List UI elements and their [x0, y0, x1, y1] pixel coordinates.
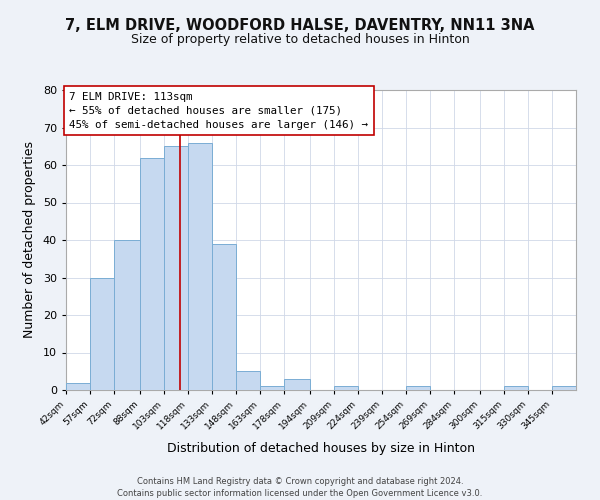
- Bar: [284, 379, 310, 390]
- Bar: [260, 386, 284, 390]
- Bar: [212, 244, 236, 390]
- Text: Contains public sector information licensed under the Open Government Licence v3: Contains public sector information licen…: [118, 489, 482, 498]
- Bar: [504, 386, 528, 390]
- Text: 7, ELM DRIVE, WOODFORD HALSE, DAVENTRY, NN11 3NA: 7, ELM DRIVE, WOODFORD HALSE, DAVENTRY, …: [65, 18, 535, 32]
- Text: Contains HM Land Registry data © Crown copyright and database right 2024.: Contains HM Land Registry data © Crown c…: [137, 478, 463, 486]
- Bar: [114, 240, 140, 390]
- Y-axis label: Number of detached properties: Number of detached properties: [23, 142, 36, 338]
- Bar: [140, 158, 164, 390]
- Bar: [334, 386, 358, 390]
- Bar: [406, 386, 430, 390]
- Bar: [188, 142, 212, 390]
- Bar: [552, 386, 576, 390]
- X-axis label: Distribution of detached houses by size in Hinton: Distribution of detached houses by size …: [167, 442, 475, 455]
- Bar: [236, 371, 260, 390]
- Bar: [164, 146, 188, 390]
- Text: Size of property relative to detached houses in Hinton: Size of property relative to detached ho…: [131, 32, 469, 46]
- Text: 7 ELM DRIVE: 113sqm
← 55% of detached houses are smaller (175)
45% of semi-detac: 7 ELM DRIVE: 113sqm ← 55% of detached ho…: [69, 92, 368, 130]
- Bar: [66, 382, 90, 390]
- Bar: [90, 278, 114, 390]
